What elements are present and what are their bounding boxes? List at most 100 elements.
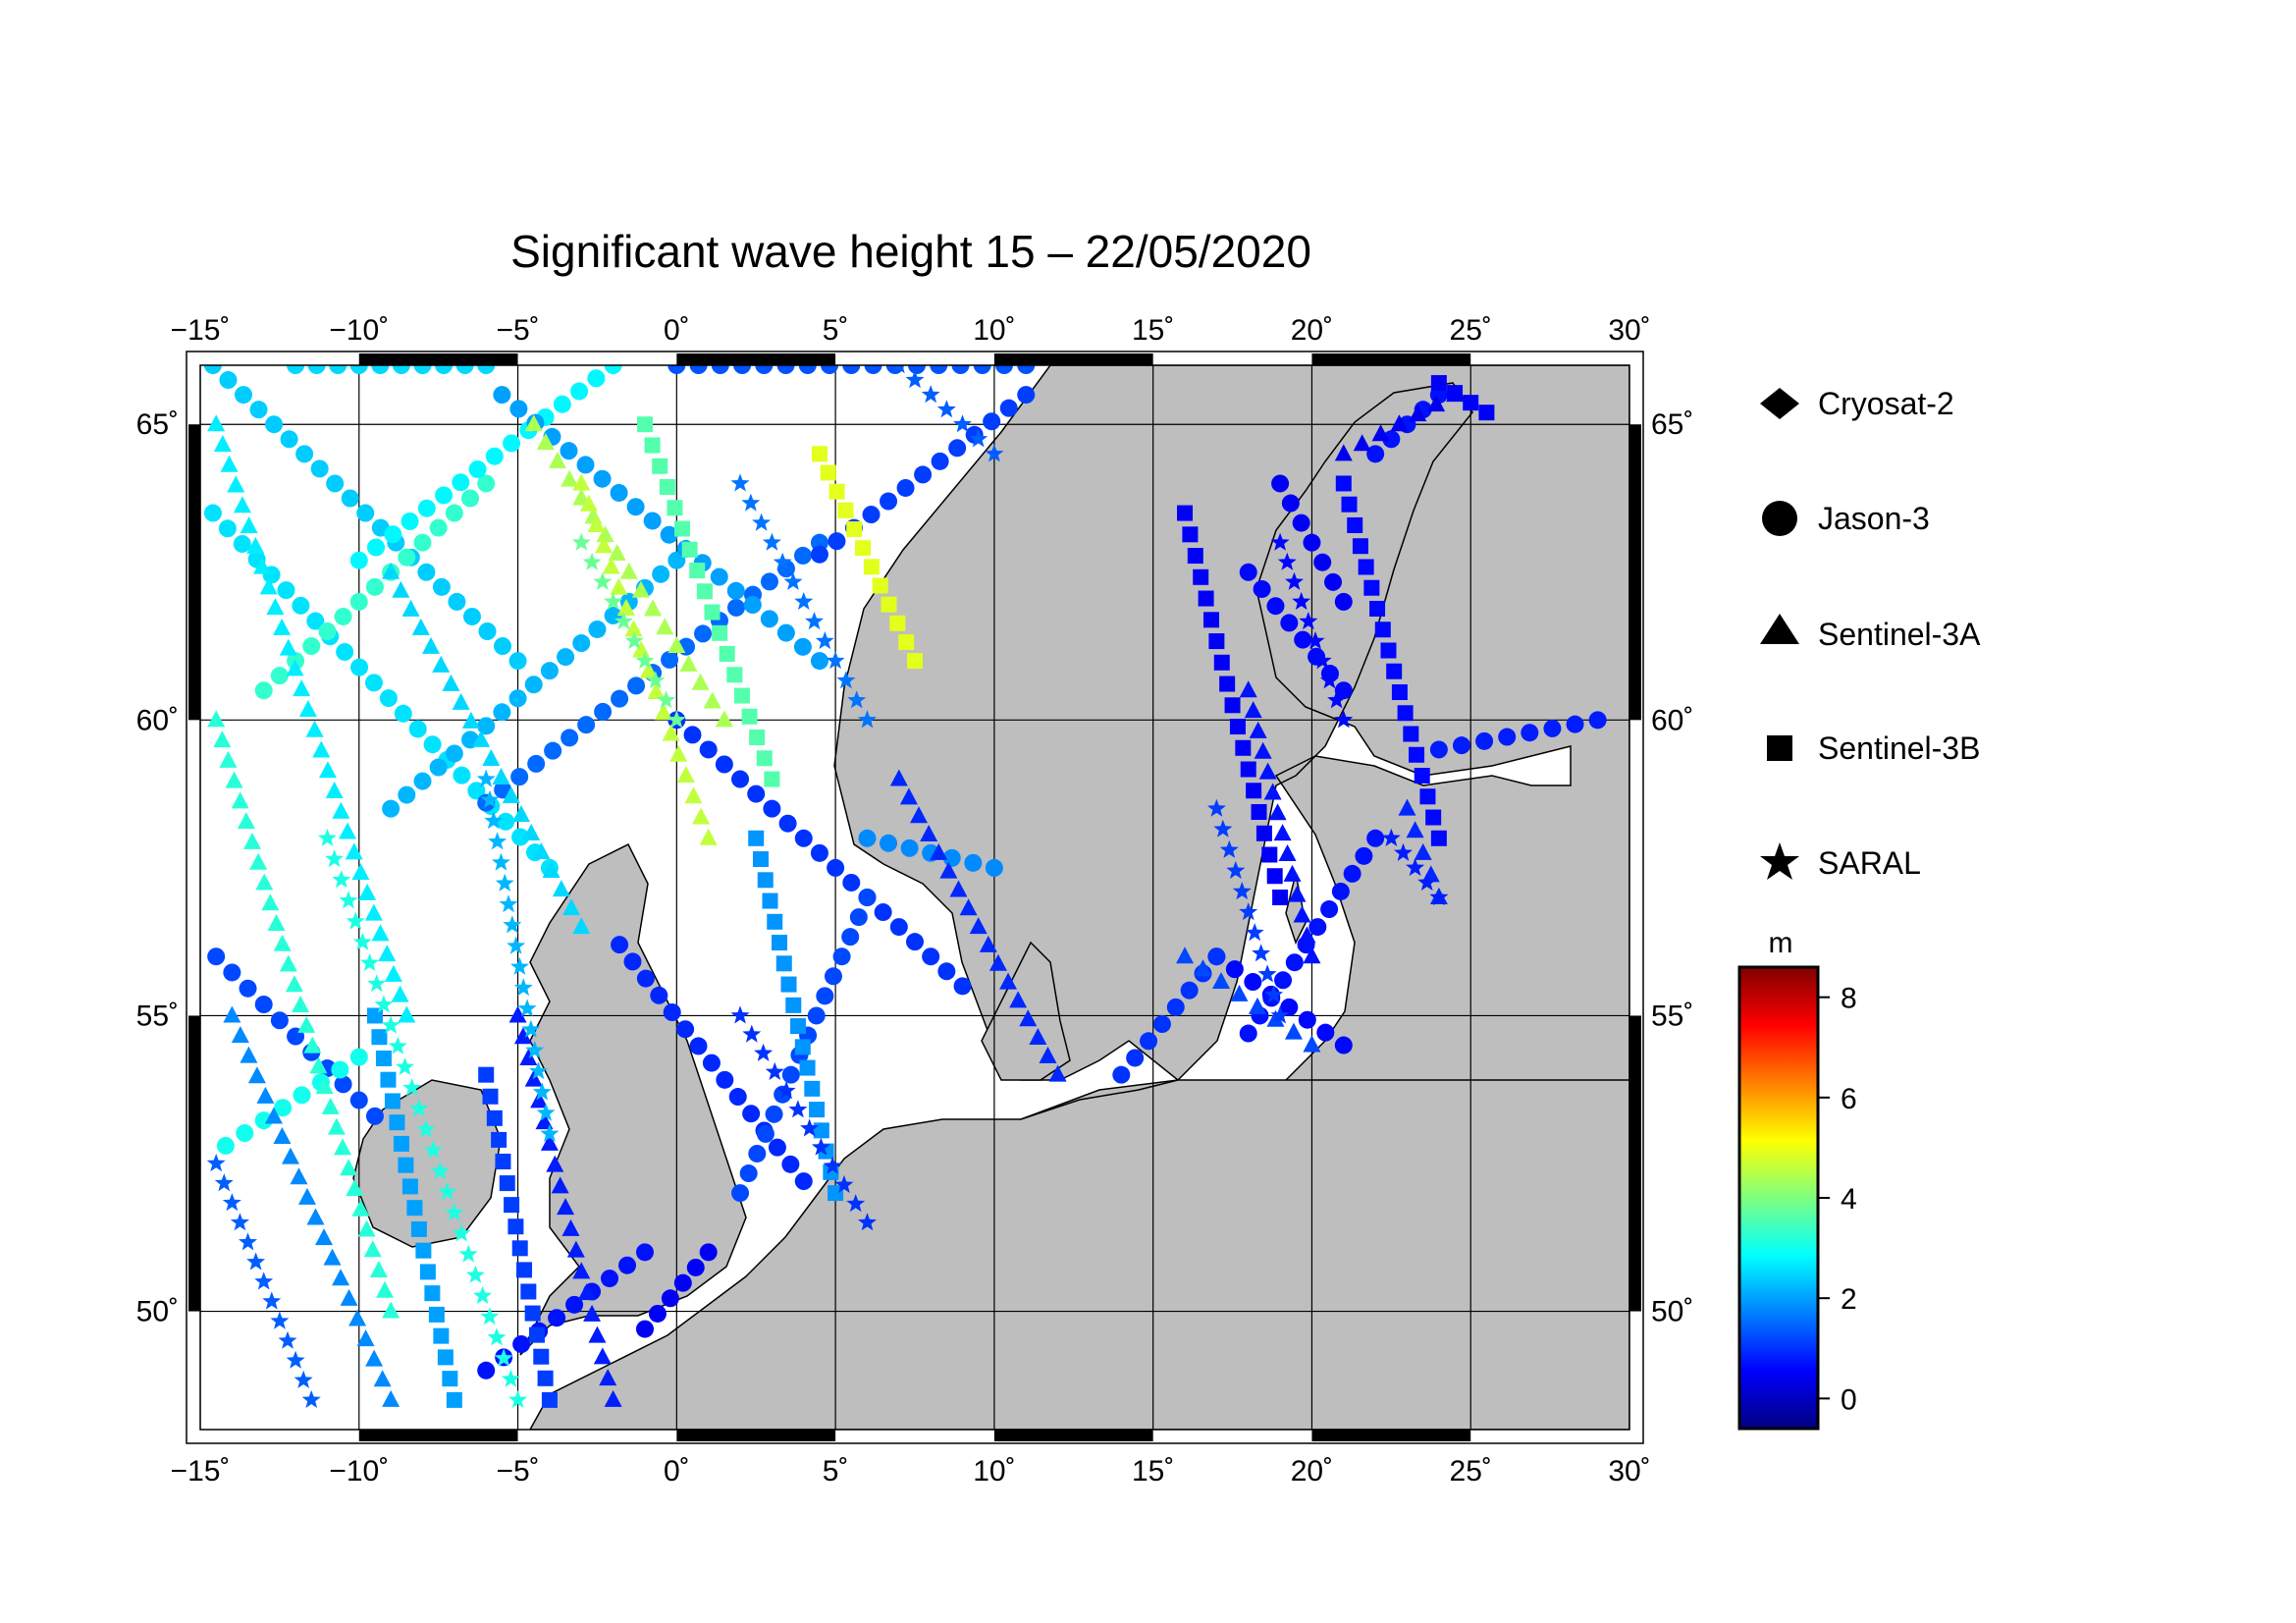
- track-point: [207, 947, 226, 966]
- track-point: [614, 612, 633, 630]
- track-point: [604, 591, 623, 610]
- track-point: [231, 791, 249, 809]
- track-point: [699, 740, 718, 759]
- figure-title: Significant wave height 15 – 22/05/2020: [510, 226, 1311, 277]
- track-point: [828, 1185, 844, 1202]
- track-point: [332, 801, 350, 819]
- track-point: [1334, 444, 1353, 461]
- track-point: [788, 1100, 808, 1118]
- track-point: [448, 592, 466, 611]
- track-point: [508, 1389, 528, 1408]
- track-point: [1277, 552, 1297, 570]
- track-point: [520, 1283, 537, 1300]
- track-point: [798, 365, 817, 374]
- track-point: [270, 667, 289, 685]
- track-point: [648, 1304, 667, 1323]
- track-point: [340, 1288, 358, 1306]
- track-point: [423, 1140, 443, 1159]
- lon-tick-label-top: −10˚: [329, 314, 389, 347]
- track-point: [643, 512, 662, 530]
- track-point: [358, 883, 377, 900]
- track-point: [1249, 721, 1267, 738]
- track-point: [1303, 1035, 1321, 1053]
- track-point: [760, 610, 778, 628]
- track-point: [371, 924, 390, 942]
- track-point: [1425, 809, 1442, 826]
- lon-tick-label-bottom: −15˚: [171, 1455, 231, 1488]
- track-point: [608, 543, 626, 561]
- track-point: [1430, 830, 1447, 846]
- track-point: [292, 996, 310, 1013]
- track-point: [1355, 846, 1373, 865]
- track-point: [828, 483, 845, 500]
- frame-bar-left: [188, 1015, 200, 1312]
- frame-bar-right: [1629, 424, 1641, 721]
- track-point: [810, 545, 828, 564]
- track-point: [540, 662, 559, 680]
- track-point: [384, 525, 402, 544]
- track-point: [776, 1081, 796, 1100]
- track-point: [1176, 947, 1195, 964]
- track-point: [715, 755, 733, 774]
- track-point: [452, 473, 470, 492]
- track-point: [380, 1071, 397, 1088]
- track-point: [437, 1349, 454, 1366]
- track-point: [458, 1244, 478, 1263]
- track-point: [699, 1243, 718, 1262]
- track-point: [1303, 947, 1321, 964]
- track-point: [973, 365, 991, 374]
- track-point: [715, 710, 733, 728]
- track-point: [542, 861, 561, 879]
- track-point: [874, 903, 892, 922]
- track-point: [499, 894, 518, 913]
- track-point: [453, 766, 471, 784]
- track-point: [389, 1114, 405, 1131]
- lon-tick-label-bottom: 25˚: [1450, 1455, 1492, 1488]
- track-point: [365, 1107, 384, 1125]
- colorbar-tick-label: 2: [1841, 1283, 1857, 1316]
- track-point: [778, 814, 797, 833]
- track-point: [375, 1280, 394, 1298]
- track-point: [1498, 728, 1517, 746]
- track-point: [742, 1105, 761, 1123]
- track-point: [1206, 798, 1226, 817]
- square-icon: [1767, 735, 1792, 761]
- track-point: [942, 848, 961, 867]
- track-point: [509, 400, 528, 418]
- track-point: [239, 1232, 257, 1251]
- track-point: [373, 1370, 392, 1387]
- track-point: [254, 681, 273, 700]
- track-point: [374, 995, 394, 1013]
- track-point: [1280, 998, 1299, 1016]
- track-point: [292, 596, 310, 615]
- track-point: [1371, 424, 1390, 442]
- colorbar-ticks: 0 2 4 6 8: [1818, 983, 1857, 1416]
- track-point: [382, 799, 400, 818]
- track-point: [1394, 842, 1413, 861]
- track-point: [921, 385, 940, 404]
- track-point: [521, 1019, 541, 1038]
- track-point: [763, 799, 781, 818]
- track-point: [452, 692, 470, 710]
- track-point: [413, 533, 432, 552]
- track-point: [429, 518, 448, 537]
- track-point: [398, 1157, 414, 1173]
- track-point: [663, 1003, 681, 1022]
- colorbar-tick-label: 8: [1841, 983, 1857, 1015]
- lat-tick-label-right: 60˚: [1651, 704, 1693, 736]
- track-point: [1252, 944, 1271, 962]
- track-point: [595, 536, 614, 554]
- track-point: [1283, 864, 1302, 882]
- track-point: [513, 978, 533, 997]
- track-point: [983, 412, 1001, 431]
- track-point: [551, 1176, 569, 1194]
- land-denmark: [981, 941, 1071, 1081]
- track-point: [807, 1006, 826, 1025]
- track-point: [794, 1172, 813, 1191]
- track-point: [334, 1138, 352, 1156]
- track-point: [794, 591, 814, 610]
- track-point: [1292, 514, 1310, 532]
- track-point: [561, 469, 579, 487]
- track-point: [446, 1391, 462, 1408]
- lon-tick-label-top: 15˚: [1132, 314, 1174, 347]
